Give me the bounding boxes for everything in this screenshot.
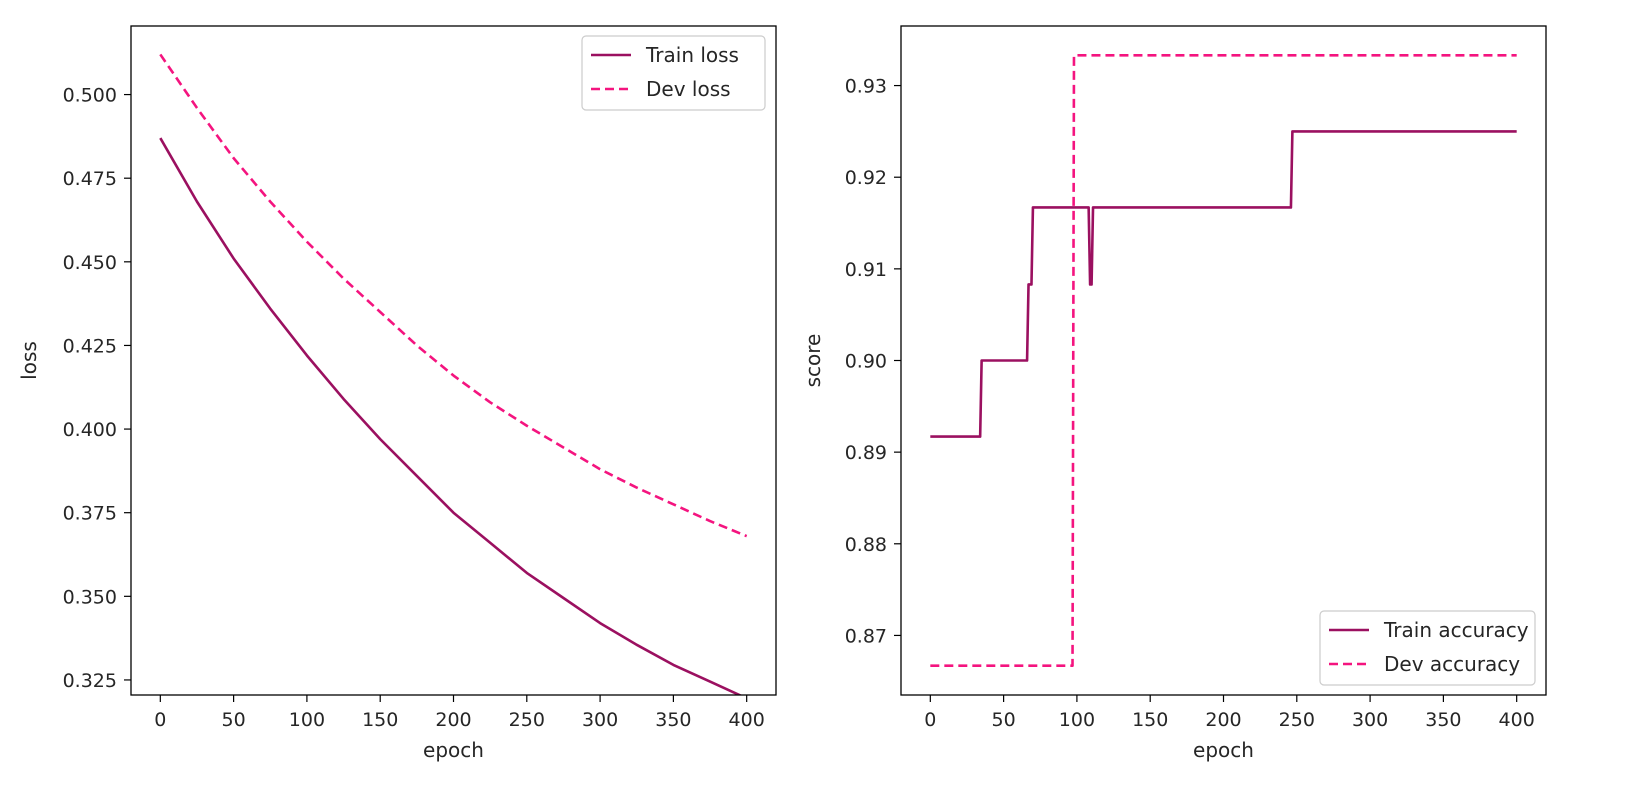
y-tick-label: 0.93: [845, 76, 887, 98]
x-tick-label: 400: [729, 709, 765, 731]
series-line-train-accuracy: [930, 130, 1517, 438]
legend-box: [1319, 610, 1536, 686]
x-axis-title: epoch: [423, 738, 484, 762]
y-tick-label: 0.475: [63, 168, 117, 190]
y-axis-title: loss: [17, 341, 41, 380]
plot-area: [159, 53, 748, 695]
x-tick-label: 100: [289, 709, 325, 731]
x-tick-label: 300: [1352, 709, 1388, 731]
x-axis-title: epoch: [1193, 738, 1254, 762]
plot-area: [930, 54, 1517, 667]
x-tick-label: 50: [222, 709, 246, 731]
legend-label: Train loss: [645, 43, 739, 67]
legend-label: Dev loss: [646, 77, 731, 101]
y-tick-label: 0.90: [845, 351, 887, 373]
y-tick-label: 0.88: [845, 534, 887, 556]
x-tick-label: 300: [582, 709, 618, 731]
chart-2: 0 50 100 150 200 250 300 350 400 0.87 0.88 0.89 0.90…: [801, 25, 1547, 762]
x-tick-label: 0: [924, 709, 936, 731]
y-tick-label: 0.92: [845, 167, 887, 189]
legend: Train loss Dev loss: [581, 35, 766, 111]
legend-label: Train accuracy: [1383, 618, 1529, 642]
x-tick-label: 200: [1205, 709, 1241, 731]
legend: Train accuracy Dev accuracy: [1319, 610, 1536, 686]
y-tick-label: 0.375: [63, 503, 117, 525]
x-tick-label: 0: [154, 709, 166, 731]
y-tick-label: 0.425: [63, 335, 117, 357]
x-tick-label: 50: [992, 709, 1016, 731]
x-tick-label: 250: [509, 709, 545, 731]
series-line-dev-loss: [159, 53, 748, 538]
x-tick-label: 150: [1132, 709, 1168, 731]
y-tick-label: 0.400: [63, 419, 117, 441]
x-tick-label: 200: [435, 709, 471, 731]
y-tick-label: 0.87: [845, 625, 887, 647]
y-tick-label: 0.500: [63, 85, 117, 107]
legend-label: Dev accuracy: [1384, 652, 1520, 676]
axes-frame: [130, 25, 777, 696]
x-tick-label: 150: [362, 709, 398, 731]
x-tick-label: 350: [655, 709, 691, 731]
y-tick-label: 0.450: [63, 252, 117, 274]
y-tick-label: 0.89: [845, 442, 887, 464]
x-tick-label: 250: [1279, 709, 1315, 731]
y-tick-label: 0.91: [845, 259, 887, 281]
y-axis-title: score: [801, 334, 825, 388]
x-tick-label: 350: [1425, 709, 1461, 731]
y-tick-label: 0.350: [63, 586, 117, 608]
x-tick-label: 400: [1499, 709, 1535, 731]
y-tick-label: 0.325: [63, 670, 117, 692]
series-line-train-loss: [159, 137, 743, 695]
x-tick-label: 100: [1059, 709, 1095, 731]
chart-1: 0 50 100 150 200 250 300 350 400 0.325 0.350 0.375 0…: [17, 25, 777, 762]
series-line-dev-accuracy: [930, 54, 1517, 667]
